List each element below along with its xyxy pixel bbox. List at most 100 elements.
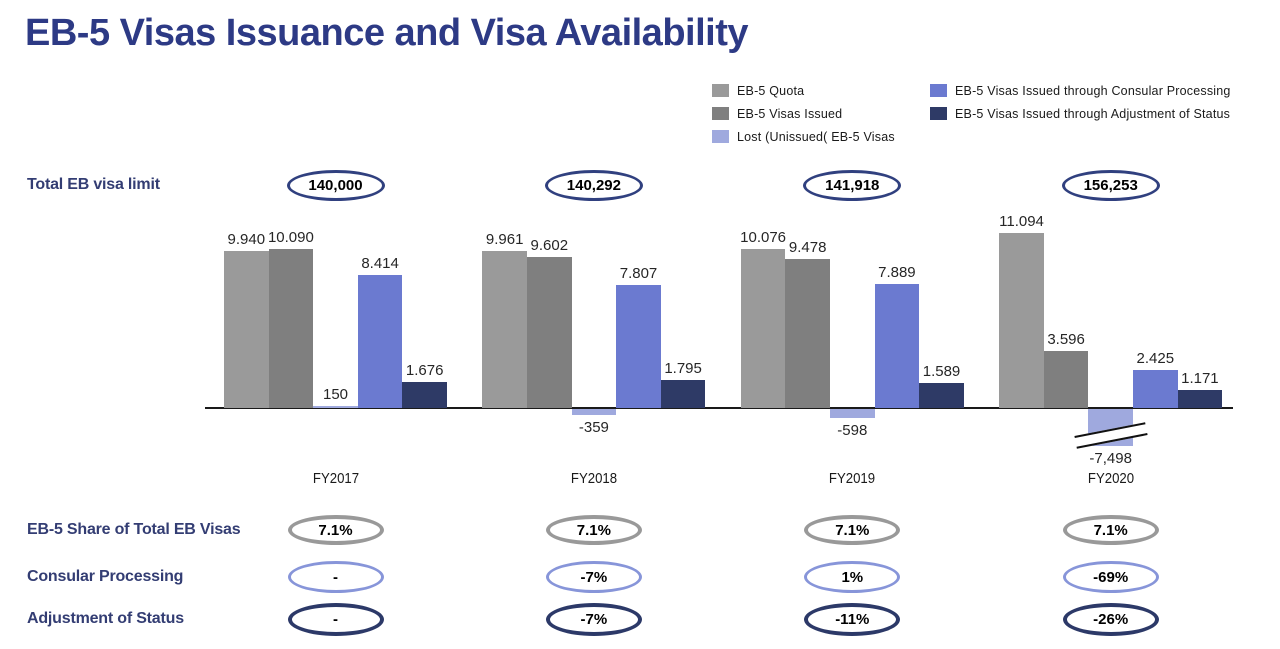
bar-value-label: 9.602	[530, 237, 569, 254]
legend-item-eb5-visas-issued: EB-5 Visas Issued	[712, 102, 930, 125]
ellipse-adjustment-2: -11%	[804, 602, 901, 636]
bar-value-label: 10.090	[267, 229, 314, 246]
bar-value-label: 3.596	[1047, 331, 1085, 348]
ellipse-value: 140,292	[566, 176, 621, 194]
bar-FY2019-series-1	[785, 259, 830, 408]
bar-FY2017-series-2	[313, 406, 358, 408]
legend-item-consular-processing: EB-5 Visas Issued through Consular Proce…	[930, 79, 1231, 102]
row-label-share: EB-5 Share of Total EB Visas	[27, 521, 241, 538]
ellipse-value: -	[333, 610, 338, 628]
legend-item-lost-unissued: Lost (Unissued( EB-5 Visas	[712, 125, 930, 148]
ellipse-value: 7.1%	[318, 521, 353, 539]
bar-FY2019-series-4	[919, 383, 964, 408]
ellipse-adjustment-3: -26%	[1062, 602, 1159, 636]
ellipse-adjustment-1: -7%	[545, 602, 642, 636]
eb5-visas-issued-swatch-icon	[712, 107, 729, 120]
bar-FY2017-series-4	[402, 382, 447, 408]
bar-FY2020-series-4	[1177, 390, 1223, 408]
ellipse-visa_limit-3: 156,253	[1061, 169, 1160, 201]
legend-item-label: EB-5 Visas Issued through Adjustment of …	[955, 106, 1231, 121]
eb5-quota-swatch-icon	[712, 84, 729, 97]
row-label-adjustment: Adjustment of Status	[27, 610, 184, 627]
bar-value-label: 7.807	[619, 265, 658, 282]
ellipse-value: -7%	[580, 610, 608, 628]
legend-item-label: EB-5 Visas Issued through Consular Proce…	[955, 83, 1231, 98]
category-label-FY2018: FY2018	[570, 470, 618, 487]
ellipse-visa_limit-0: 140,000	[286, 169, 385, 201]
bar-FY2018-series-2	[571, 409, 617, 415]
bar-FY2018-series-4	[660, 380, 706, 408]
ellipse-share-0: 7.1%	[287, 515, 384, 545]
bar-value-label: 1.676	[405, 362, 444, 379]
bar-value-label: 150	[322, 386, 349, 403]
lost-unissued-swatch-icon	[712, 130, 729, 143]
ellipse-value: 1%	[841, 568, 864, 586]
bar-FY2020-series-3	[1133, 370, 1178, 408]
bar-value-label: 11.094	[999, 213, 1044, 230]
bar-value-label: 1.589	[922, 363, 961, 380]
legend-item-adjustment-of-status: EB-5 Visas Issued through Adjustment of …	[930, 102, 1231, 125]
bar-FY2018-series-3	[616, 285, 661, 408]
bar-value-label: 2.425	[1136, 350, 1175, 367]
ellipse-visa_limit-2: 141,918	[803, 169, 902, 201]
x-axis-line	[205, 407, 1233, 409]
legend-column-1: EB-5 Quota EB-5 Visas Issued Lost (Unissue…	[712, 79, 930, 148]
category-label-FY2020: FY2020	[1087, 470, 1134, 487]
bar-value-label: 8.414	[361, 255, 399, 272]
bar-value-label: 1.795	[664, 360, 702, 377]
ellipse-value: 141,918	[825, 176, 880, 194]
bar-value-label: 9.940	[227, 231, 266, 248]
legend-item-label: Lost (Unissued( EB-5 Visas	[737, 129, 895, 144]
ellipse-adjustment-0: -	[287, 602, 384, 636]
ellipse-visa_limit-1: 140,292	[544, 169, 643, 201]
bar-FY2017-series-3	[357, 275, 403, 408]
category-label-FY2019: FY2019	[829, 470, 876, 487]
legend-item-label: EB-5 Visas Issued	[737, 106, 843, 121]
adjustment-of-status-swatch-icon	[930, 107, 947, 120]
bar-value-label: -359	[578, 419, 609, 436]
ellipse-value: -69%	[1093, 568, 1129, 586]
consular-processing-swatch-icon	[930, 84, 947, 97]
ellipse-share-2: 7.1%	[804, 515, 901, 545]
ellipse-value: -7%	[580, 568, 608, 586]
category-label-FY2017: FY2017	[312, 470, 359, 487]
row-label-consular: Consular Processing	[27, 568, 184, 585]
bar-value-label: 9.961	[485, 231, 524, 248]
legend-item-eb5-quota: EB-5 Quota	[712, 79, 930, 102]
ellipse-share-1: 7.1%	[545, 515, 642, 545]
chart-legend: EB-5 Quota EB-5 Visas Issued Lost (Unissue…	[712, 79, 1231, 148]
bar-value-label: 10.076	[740, 229, 787, 246]
bar-FY2020-series-1	[1043, 351, 1089, 408]
legend-item-label: EB-5 Quota	[737, 83, 805, 98]
bar-FY2019-series-3	[874, 284, 920, 408]
ellipse-value: -26%	[1093, 610, 1129, 628]
page-title: EB-5 Visas Issuance and Visa Availabilit…	[25, 12, 749, 54]
ellipse-value: 7.1%	[835, 521, 870, 539]
row-label-visa_limit: Total EB visa limit	[27, 176, 160, 193]
bar-value-label: -7,498	[1089, 450, 1132, 467]
ellipse-consular-0: -	[287, 561, 384, 593]
ellipse-value: 156,253	[1083, 176, 1138, 194]
bar-value-label: 1.171	[1181, 370, 1219, 387]
ellipse-consular-1: -7%	[545, 561, 642, 593]
bar-FY2019-series-0	[740, 249, 786, 408]
ellipse-share-3: 7.1%	[1062, 515, 1159, 545]
bar-FY2018-series-1	[527, 257, 572, 408]
ellipse-value: 140,000	[308, 176, 363, 194]
bar-value-label: 9.478	[788, 239, 827, 256]
ellipse-consular-3: -69%	[1062, 561, 1159, 593]
bar-value-label: 7.889	[878, 264, 916, 281]
legend-column-2: EB-5 Visas Issued through Consular Proce…	[930, 79, 1231, 148]
ellipse-value: 7.1%	[1093, 521, 1128, 539]
bar-FY2017-series-0	[224, 251, 269, 408]
bar-FY2020-series-0	[999, 233, 1044, 408]
ellipse-value: 7.1%	[576, 521, 611, 539]
ellipse-value: -	[333, 568, 338, 586]
ellipse-value: -11%	[835, 610, 870, 628]
bar-value-label: -598	[837, 422, 868, 439]
bar-FY2018-series-0	[482, 251, 527, 408]
bar-FY2019-series-2	[830, 409, 875, 418]
ellipse-consular-2: 1%	[804, 561, 901, 593]
bar-FY2017-series-1	[268, 249, 314, 408]
